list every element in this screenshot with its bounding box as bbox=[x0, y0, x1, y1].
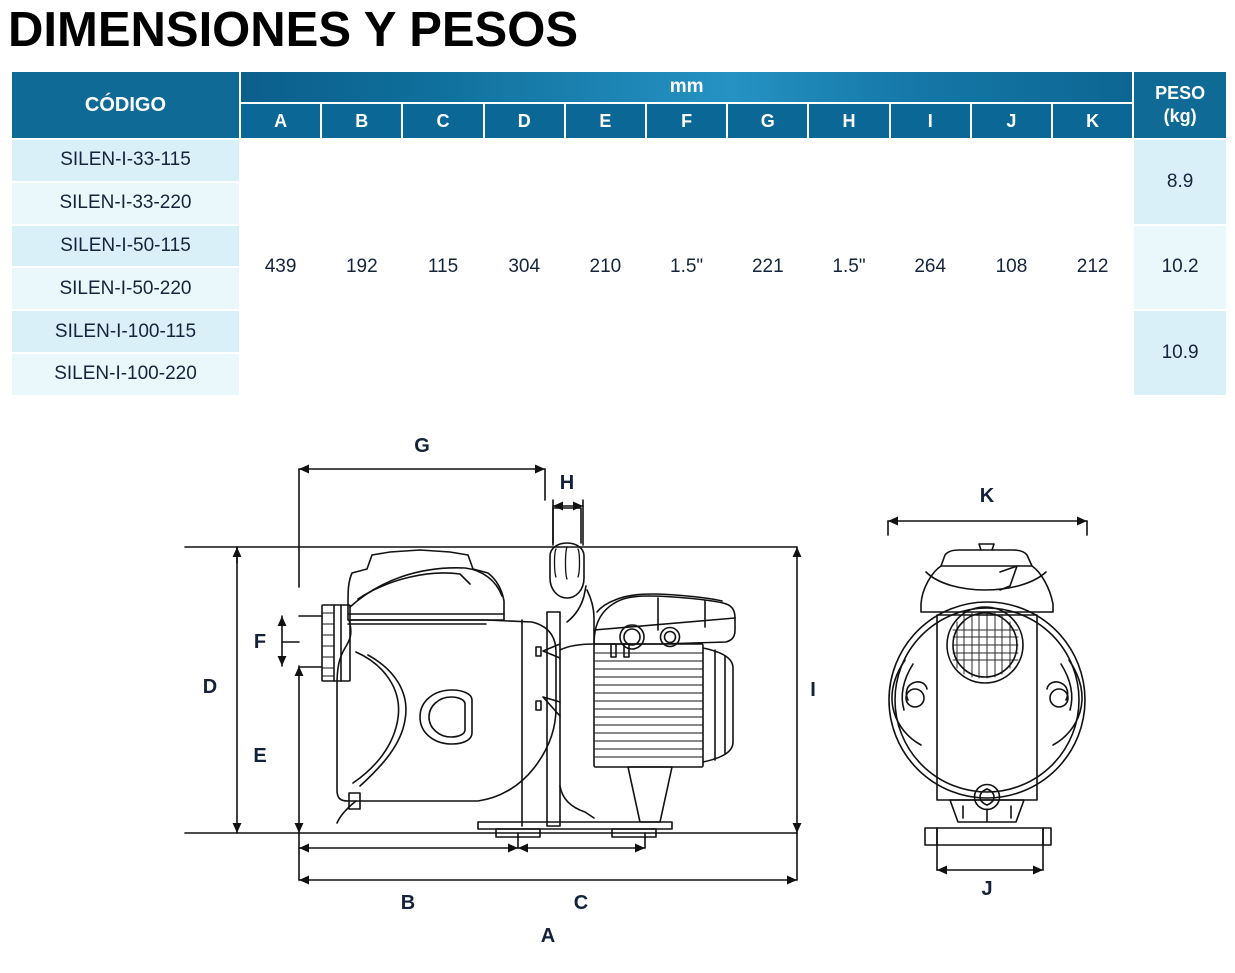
svg-text:C: C bbox=[574, 892, 588, 914]
svg-text:I: I bbox=[810, 679, 816, 701]
svg-text:H: H bbox=[560, 472, 574, 494]
svg-text:E: E bbox=[253, 745, 266, 767]
svg-text:F: F bbox=[254, 631, 266, 653]
svg-text:J: J bbox=[981, 878, 992, 900]
svg-text:B: B bbox=[401, 892, 415, 914]
svg-text:G: G bbox=[414, 435, 430, 457]
svg-text:K: K bbox=[980, 485, 995, 507]
svg-text:D: D bbox=[203, 676, 217, 698]
svg-text:A: A bbox=[541, 925, 555, 947]
